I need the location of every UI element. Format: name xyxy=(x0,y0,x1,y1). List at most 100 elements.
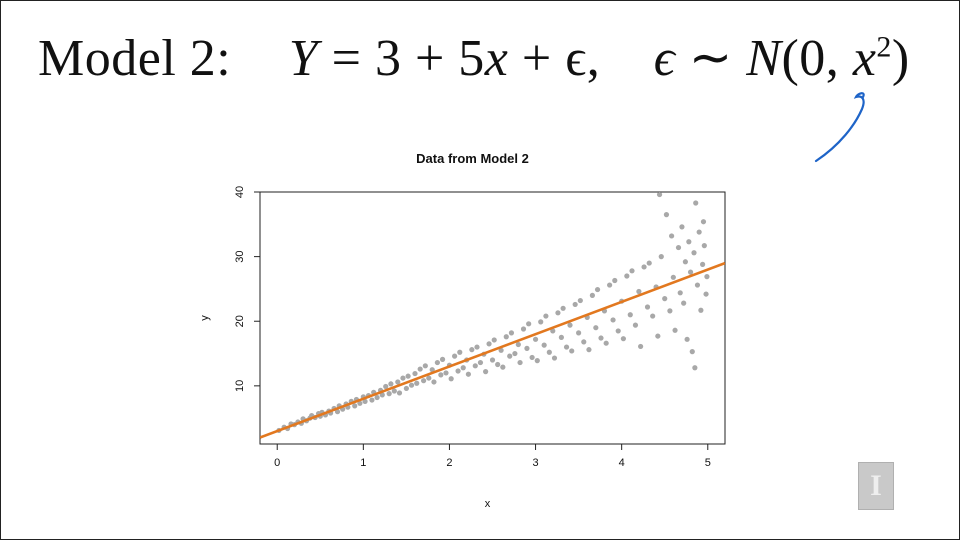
data-point xyxy=(700,219,707,225)
data-point xyxy=(472,363,478,369)
data-point xyxy=(512,350,518,357)
data-point xyxy=(396,390,403,396)
data-point xyxy=(598,335,604,341)
data-point xyxy=(534,358,540,364)
model-equation: Model 2: Y = 3 + 5x + ϵ, ϵ ∼ N(0, x2) xyxy=(38,28,910,88)
data-point xyxy=(656,191,663,198)
y-tick-label: 10 xyxy=(234,380,246,392)
data-point xyxy=(414,380,420,386)
data-point xyxy=(632,322,639,328)
data-point xyxy=(560,305,566,311)
eq-dist-args: (0, xyxy=(781,30,840,87)
data-point xyxy=(627,312,633,318)
data-point xyxy=(589,292,595,298)
data-point xyxy=(679,224,685,230)
data-point xyxy=(460,365,466,371)
data-point xyxy=(508,330,515,336)
data-point xyxy=(677,290,683,296)
data-point xyxy=(520,326,527,332)
data-point xyxy=(691,250,697,256)
eq-rhs: = 3 + 5 xyxy=(331,30,485,87)
eq-dist-name: N xyxy=(746,30,782,87)
data-point xyxy=(362,398,368,404)
data-point xyxy=(586,347,592,353)
eq-dist-var: x xyxy=(852,30,877,87)
data-point xyxy=(663,212,670,218)
data-point xyxy=(669,233,675,239)
data-point xyxy=(684,336,690,342)
data-point xyxy=(517,359,523,366)
data-point xyxy=(526,321,532,327)
data-point xyxy=(672,327,678,333)
data-point xyxy=(515,341,521,348)
data-point xyxy=(543,313,549,319)
data-point xyxy=(457,349,463,355)
data-point xyxy=(503,334,509,340)
y-axis-label: y xyxy=(199,315,211,321)
x-tick-label: 2 xyxy=(446,457,452,469)
data-point xyxy=(369,397,375,403)
data-point xyxy=(474,344,480,350)
data-point xyxy=(662,296,668,302)
data-point xyxy=(524,345,530,351)
university-logo: I xyxy=(858,462,894,510)
data-point xyxy=(400,375,406,381)
data-point xyxy=(610,317,616,323)
data-point xyxy=(352,403,358,409)
data-point xyxy=(594,286,601,293)
data-point xyxy=(357,400,363,406)
data-point xyxy=(692,365,698,371)
data-point xyxy=(569,348,575,354)
data-point xyxy=(636,288,642,295)
data-point xyxy=(546,349,552,355)
data-point xyxy=(443,370,449,376)
y-tick-label: 20 xyxy=(234,315,246,327)
scatter-chart: Data from Model 2 0 1 2 3 4 5 10 20 30 40 x y xyxy=(199,151,726,510)
data-point xyxy=(379,392,385,398)
data-point xyxy=(403,385,409,392)
data-point xyxy=(422,363,428,369)
data-point xyxy=(563,344,570,350)
data-point xyxy=(581,339,587,345)
data-point xyxy=(694,282,701,288)
data-point xyxy=(646,260,652,266)
x-tick-label: 4 xyxy=(619,457,625,469)
data-point xyxy=(388,381,394,387)
data-point xyxy=(386,391,392,397)
data-point xyxy=(576,330,582,336)
data-point xyxy=(538,319,544,325)
data-point xyxy=(431,379,437,385)
x-tick-label: 3 xyxy=(532,457,538,469)
data-point xyxy=(374,394,380,401)
data-point xyxy=(495,361,501,368)
data-point xyxy=(550,328,556,334)
y-tick-label: 40 xyxy=(234,186,246,198)
data-point xyxy=(667,308,673,314)
eq-dist-symbol: ∼ xyxy=(688,30,733,87)
eq-dist-exponent: 2 xyxy=(876,30,892,64)
data-point xyxy=(638,343,644,350)
data-point xyxy=(452,353,458,359)
data-point xyxy=(469,347,475,353)
data-point xyxy=(477,359,484,366)
data-point xyxy=(391,388,397,394)
data-point xyxy=(624,273,630,279)
data-point xyxy=(698,307,704,313)
x-tick-label: 5 xyxy=(705,457,711,469)
data-point xyxy=(655,333,661,339)
data-point xyxy=(412,370,418,377)
data-point xyxy=(483,369,489,375)
chart-title: Data from Model 2 xyxy=(416,151,529,166)
data-point xyxy=(541,342,547,348)
data-point xyxy=(607,282,613,288)
data-point xyxy=(682,259,688,265)
eq-eps: ϵ xyxy=(653,30,676,87)
data-point xyxy=(558,334,564,340)
data-point xyxy=(529,354,535,361)
data-point xyxy=(489,357,496,363)
x-axis-label: x xyxy=(485,498,491,510)
data-point xyxy=(620,336,626,342)
data-point xyxy=(395,379,401,385)
data-point xyxy=(551,355,558,361)
data-point xyxy=(486,341,492,347)
